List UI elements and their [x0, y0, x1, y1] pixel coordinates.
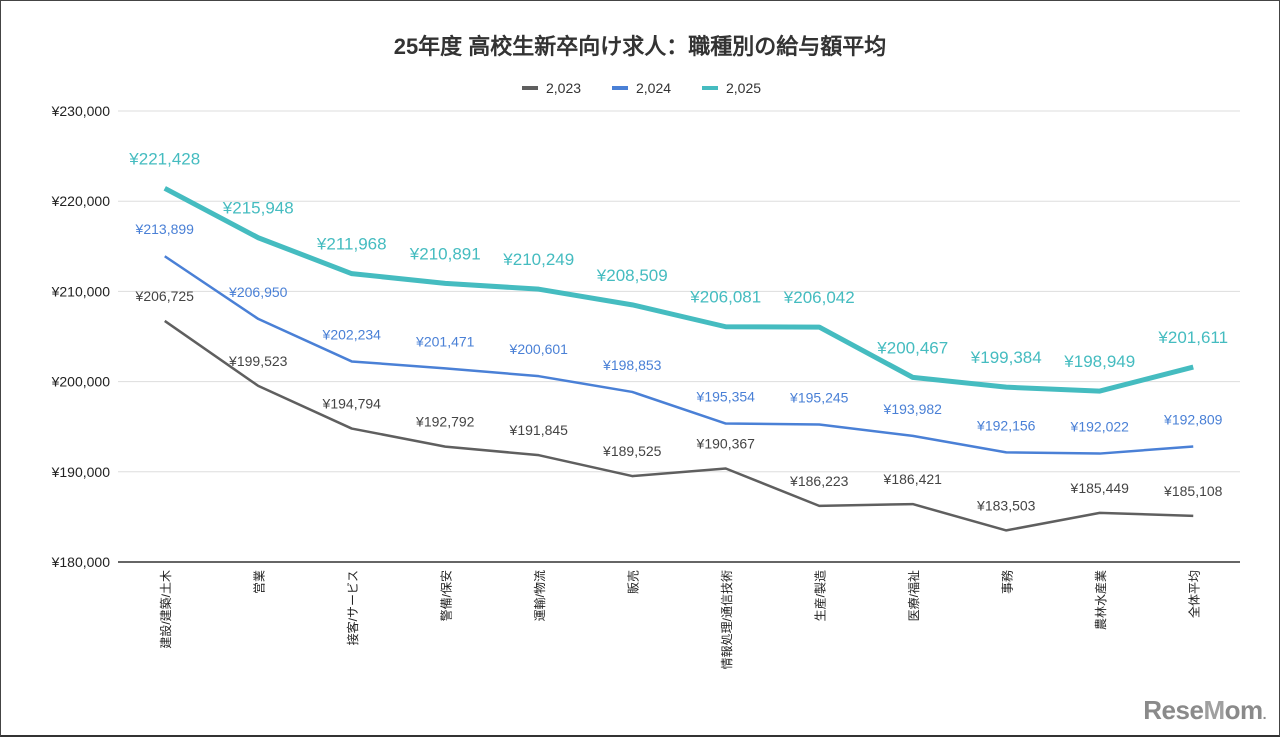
data-label: ¥221,428: [128, 149, 200, 168]
series-line-2,025: [163, 186, 1194, 394]
data-label: ¥199,384: [970, 348, 1042, 367]
x-tick-label: 医療/福祉: [906, 570, 921, 621]
data-label: ¥210,891: [409, 244, 481, 263]
y-tick-label: ¥190,000: [51, 464, 111, 480]
x-tick-label: 建設/建築/土木: [158, 570, 173, 649]
data-label: ¥201,471: [415, 333, 475, 349]
data-label: ¥192,792: [415, 414, 475, 430]
resemom-logo: ReseMom.: [1143, 695, 1266, 725]
x-tick-label: 生産/製造: [812, 570, 827, 621]
data-label: ¥201,611: [1157, 328, 1228, 347]
x-tick-label: 販売: [625, 570, 640, 594]
x-tick-label: 農林水産業: [1093, 570, 1108, 630]
legend-label: 2,025: [726, 80, 761, 96]
data-label: ¥199,523: [228, 353, 288, 369]
data-label: ¥186,223: [789, 473, 849, 489]
data-label: ¥194,794: [322, 396, 382, 412]
x-tick-label: 全体平均: [1186, 570, 1201, 618]
x-tick-label: 運輸/物流: [532, 570, 547, 621]
x-tick-label: 接客/サービス: [345, 570, 360, 645]
data-label: ¥198,853: [602, 357, 662, 373]
legend: 2,023 2,024 2,025: [522, 80, 761, 96]
y-tick-label: ¥220,000: [51, 193, 111, 209]
data-label: ¥191,845: [509, 422, 569, 438]
series-lines: [163, 186, 1194, 532]
data-label: ¥198,949: [1063, 352, 1135, 371]
data-label: ¥215,948: [222, 199, 294, 218]
data-label: ¥186,421: [883, 471, 943, 487]
data-label: ¥190,367: [696, 435, 756, 451]
data-label: ¥206,042: [783, 288, 855, 307]
data-label: ¥183,503: [976, 497, 1036, 513]
data-label: ¥189,525: [602, 443, 662, 459]
x-tick-label: 警備/保安: [438, 570, 453, 621]
data-label: ¥192,156: [976, 417, 1036, 433]
data-labels: ¥206,725 ¥199,523 ¥194,794 ¥192,792 ¥191,845…: [128, 149, 1228, 513]
series-line-2,024: [164, 255, 1194, 455]
data-label: ¥211,968: [316, 235, 387, 254]
legend-label: 2,024: [636, 80, 671, 96]
data-label: ¥208,509: [596, 266, 668, 285]
data-label: ¥185,108: [1163, 483, 1223, 499]
data-label: ¥192,022: [1070, 419, 1130, 435]
y-tick-label: ¥210,000: [51, 283, 111, 299]
legend-label: 2,023: [546, 80, 581, 96]
y-tick-label: ¥180,000: [51, 554, 111, 570]
x-tick-label: 情報処理/通信技術: [720, 570, 734, 669]
y-tick-label: ¥230,000: [51, 103, 111, 119]
data-label: ¥185,449: [1070, 480, 1130, 496]
data-label: ¥200,601: [509, 341, 569, 357]
data-label: ¥202,234: [322, 326, 382, 342]
data-label: ¥210,249: [502, 250, 574, 269]
data-label: ¥193,982: [883, 401, 943, 417]
data-label: ¥206,725: [135, 288, 195, 304]
data-label: ¥195,245: [789, 389, 849, 405]
data-label: ¥206,950: [228, 284, 288, 300]
x-tick-label: 事務: [1000, 570, 1014, 594]
y-axis: ¥180,000 ¥190,000 ¥200,000 ¥210,000 ¥220,000…: [51, 103, 111, 570]
x-tick-label: 営業: [252, 570, 266, 594]
data-label: ¥213,899: [135, 221, 195, 237]
y-tick-label: ¥200,000: [51, 374, 111, 390]
data-label: ¥200,467: [876, 338, 948, 357]
data-label: ¥195,354: [696, 389, 756, 405]
chart-title: 25年度 高校生新卒向け求人：職種別の給与額平均: [394, 34, 887, 59]
data-label: ¥206,081: [689, 288, 761, 307]
series-line-2,023: [164, 319, 1194, 532]
x-axis: 建設/建築/土木 営業 接客/サービス 警備/保安 運輸/物流 販売 情報処理/通信技術 生産…: [158, 570, 1202, 669]
data-label: ¥192,809: [1163, 411, 1223, 427]
gridlines: [118, 110, 1240, 563]
